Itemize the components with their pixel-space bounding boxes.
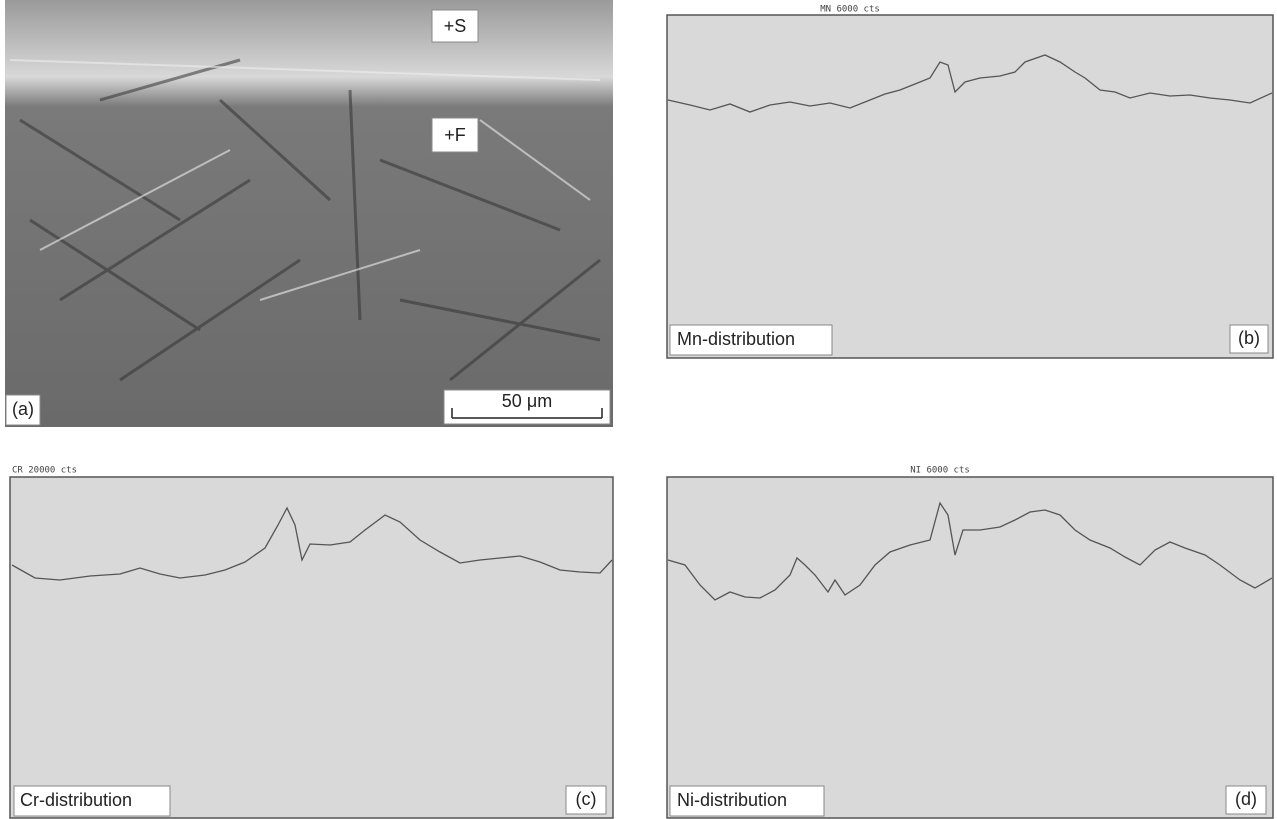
- trace-frame: [667, 477, 1273, 818]
- phase-label: +S: [444, 16, 467, 36]
- caption: Mn-distribution: [677, 329, 795, 349]
- panel-id: (d): [1235, 789, 1257, 809]
- figure: +S +F (a) 50 μm MN 6000 cts Mn-distribut…: [0, 0, 1277, 819]
- panel-id: (b): [1238, 328, 1260, 348]
- caption: Cr-distribution: [20, 790, 132, 810]
- panel-id: (c): [576, 789, 597, 809]
- trace-frame: [667, 15, 1273, 358]
- page: {"panels": [ {"id": "(a)", "labels": ["+…: [0, 0, 1277, 819]
- panel-b: MN 6000 cts Mn-distribution (b): [667, 5, 1273, 359]
- phase-label: +F: [444, 125, 466, 145]
- trace-header: CR 20000 cts: [12, 466, 77, 476]
- scale-label: 50 μm: [502, 391, 552, 411]
- panel-c: CR 20000 cts Cr-distribution (c): [10, 466, 613, 819]
- trace-header: MN 6000 cts: [820, 5, 880, 15]
- caption: Ni-distribution: [677, 790, 787, 810]
- micrograph: +S +F (a) 50 μm: [5, 0, 613, 427]
- trace-header: NI 6000 cts: [910, 466, 970, 476]
- micrograph-image: [5, 0, 613, 427]
- trace-frame: [10, 477, 613, 818]
- panel-d: NI 6000 cts Ni-distribution (d): [667, 466, 1273, 819]
- panel-id: (a): [12, 399, 34, 419]
